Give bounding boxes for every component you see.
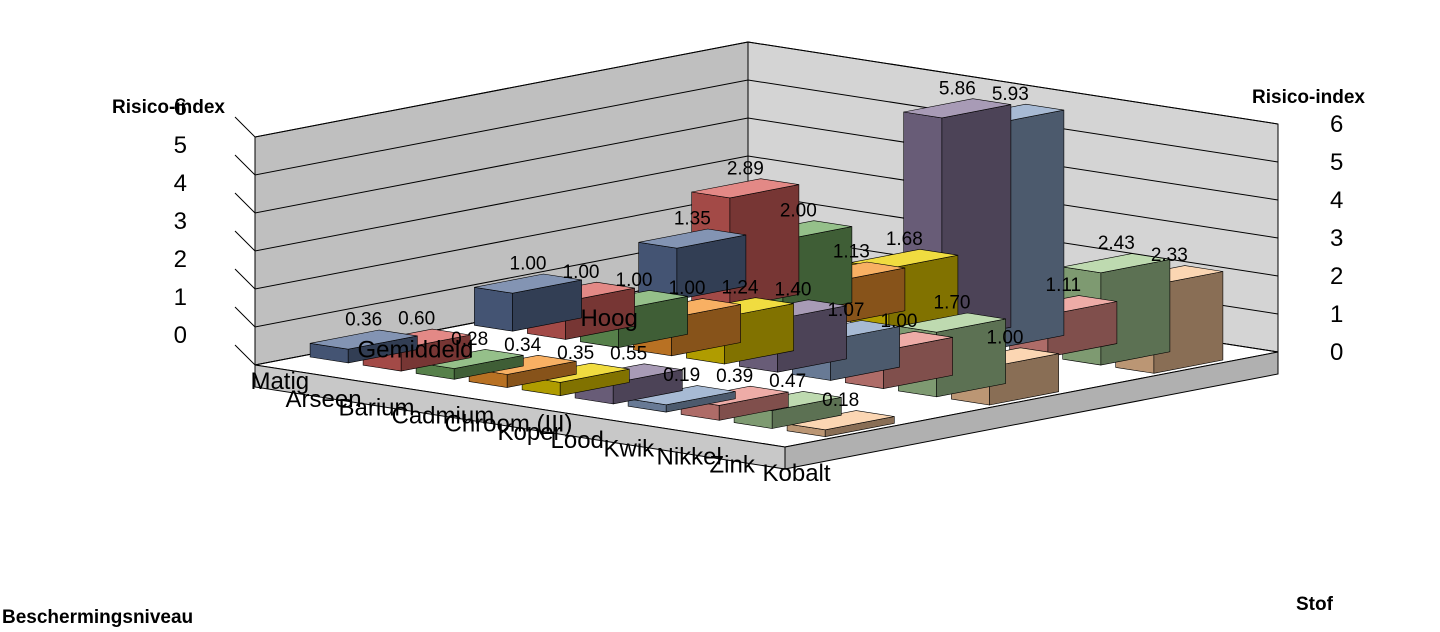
data-label: 1.40 [775, 279, 812, 300]
z-tick-left: 6 [174, 94, 187, 121]
data-label: 0.35 [557, 343, 594, 364]
z-tick-right: 1 [1330, 301, 1343, 328]
data-label: 1.07 [828, 300, 865, 321]
floor-rim-right [784, 351, 1279, 470]
data-label: 1.00 [669, 278, 706, 299]
substance-label: Zink [710, 452, 756, 479]
data-label: 2.43 [1098, 233, 1135, 254]
y-axis-title: Beschermingsniveau [2, 607, 193, 628]
bar-kobalt-matig [786, 410, 895, 438]
data-label: 1.00 [510, 254, 547, 275]
x-axis-title: Stof [1296, 594, 1334, 615]
data-label: 0.55 [610, 343, 647, 364]
data-label: 1.70 [934, 293, 971, 314]
substance-label: Barium [339, 394, 415, 421]
z-tick-right: 6 [1330, 111, 1343, 138]
data-label: 0.60 [398, 309, 435, 330]
data-label: 1.24 [722, 277, 759, 298]
substance-label: Cadmium [392, 403, 495, 430]
data-label: 0.34 [504, 335, 541, 356]
z-tick-left: 5 [174, 132, 187, 159]
level-label: Matig [250, 368, 309, 395]
data-label: 1.00 [987, 327, 1024, 348]
substance-label: Koper [498, 419, 562, 446]
substance-label: Chroom (III) [445, 411, 573, 438]
data-label: 5.86 [939, 78, 976, 99]
data-label: 1.35 [674, 209, 711, 230]
bar-arseen-gemiddeld [474, 273, 582, 332]
z-axis-title-left: Risico-index [112, 97, 225, 118]
data-label: 2.00 [780, 200, 817, 221]
data-label: 1.13 [833, 242, 870, 263]
bar-arseen-hoog [638, 228, 747, 300]
substance-label: Kwik [604, 435, 656, 462]
z-tick-left: 2 [174, 246, 187, 273]
level-label: Hoog [580, 305, 637, 332]
data-label: 0.19 [663, 365, 700, 386]
z-axis-title-right: Risico-index [1252, 87, 1365, 108]
data-label: 1.00 [881, 311, 918, 332]
data-label: 2.33 [1151, 245, 1188, 266]
bars-group [309, 98, 1224, 438]
data-label: 1.00 [563, 262, 600, 283]
z-tick-right: 2 [1330, 263, 1343, 290]
labels-group: 2.33 2.43 1.11 5.93 5.86 1.68 1.13 2.00 2.89 1.35… [250, 78, 1187, 487]
z-tick-left: 0 [174, 322, 187, 349]
z-tick-right: 4 [1330, 187, 1343, 214]
gridline [234, 41, 1279, 138]
data-label: 5.93 [992, 84, 1029, 105]
z-tick-left: 4 [174, 170, 187, 197]
z-tick-right: 5 [1330, 149, 1343, 176]
data-label: 0.39 [716, 366, 753, 387]
z-tick-right: 3 [1330, 225, 1343, 252]
z-tick-left: 1 [174, 284, 187, 311]
substance-label: Nikkel [657, 444, 722, 471]
data-label: 0.36 [345, 310, 382, 331]
substance-label: Kobalt [763, 460, 831, 487]
bar-arseen-matig [309, 329, 418, 364]
data-label: 1.11 [1046, 275, 1082, 296]
bar-cadmium-matig [415, 349, 524, 380]
data-label: 0.28 [451, 329, 488, 350]
level-label: Gemiddeld [357, 337, 473, 364]
substance-label: Arseen [286, 386, 362, 413]
data-label: 0.47 [769, 371, 806, 392]
z-tick-right: 0 [1330, 339, 1343, 366]
z-tick-left: 3 [174, 208, 187, 235]
data-label: 2.89 [727, 158, 764, 179]
data-label: 0.18 [822, 390, 859, 411]
substance-label: Lood [551, 427, 604, 454]
data-label: 1.68 [886, 229, 923, 250]
data-label: 1.00 [616, 270, 653, 291]
